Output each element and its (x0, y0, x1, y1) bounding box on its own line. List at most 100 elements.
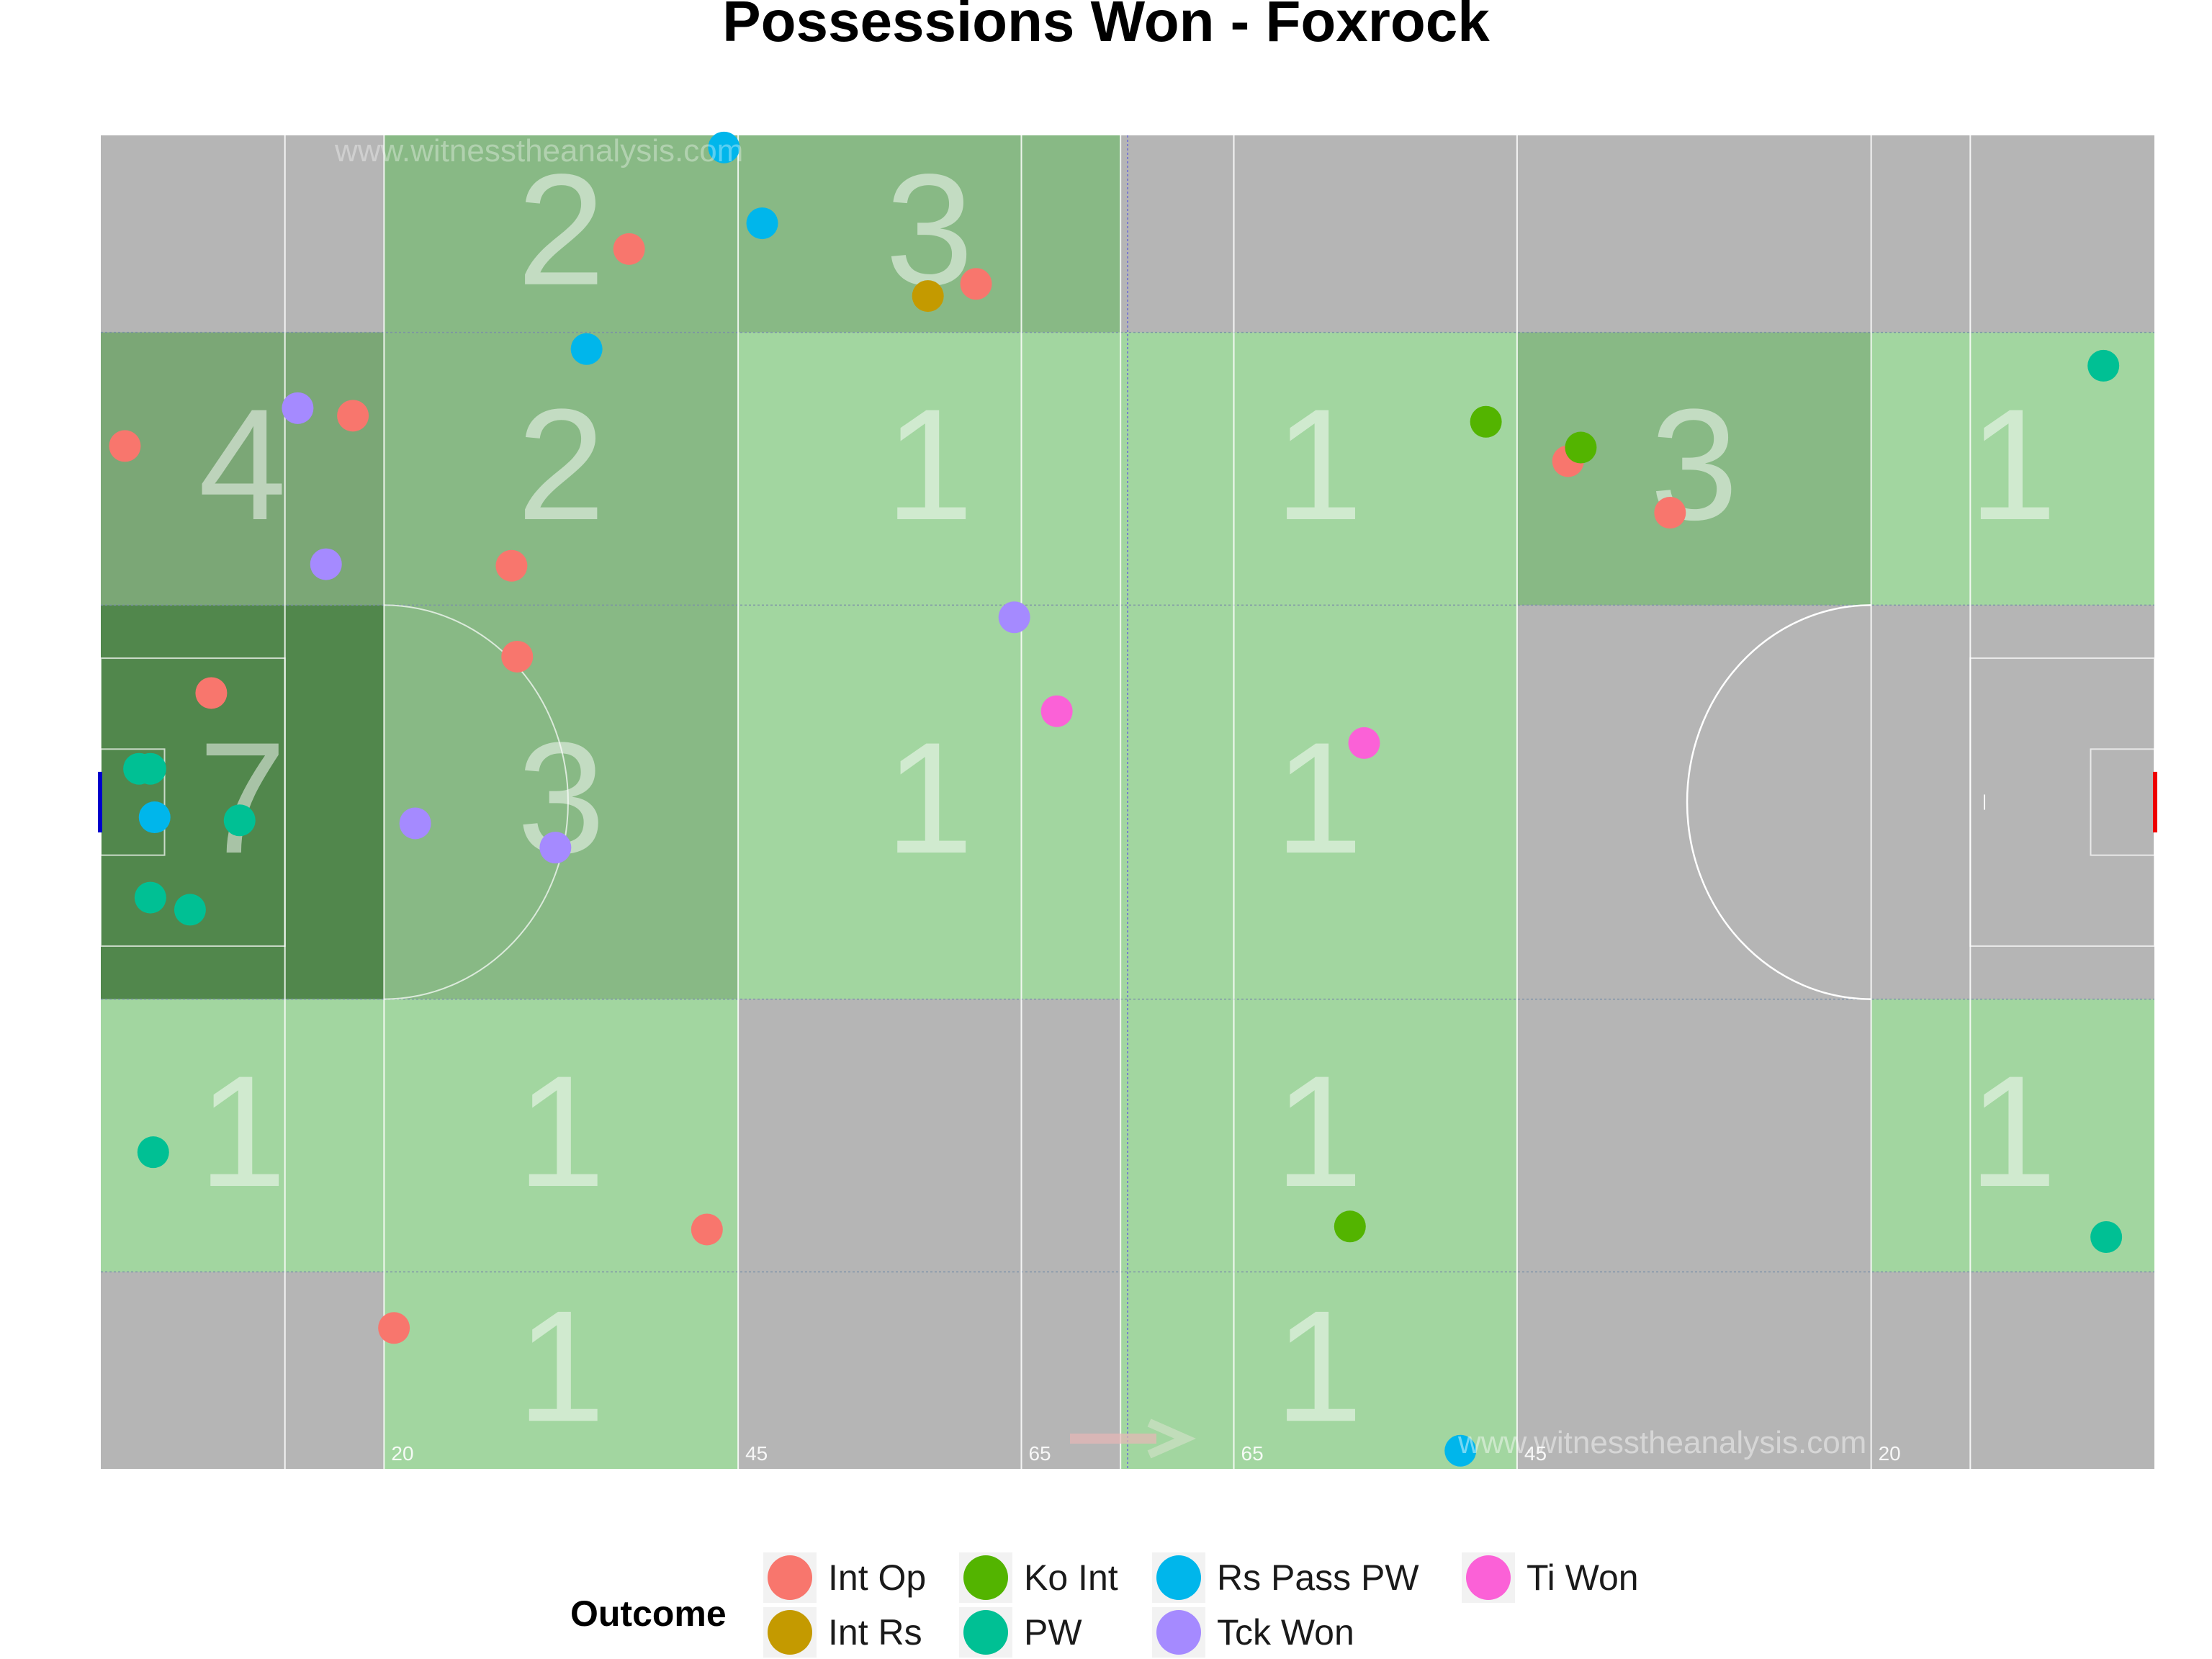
zone-cell (738, 332, 1121, 606)
data-point (746, 207, 778, 240)
zone-count-label: 1 (1969, 1043, 2056, 1220)
legend-label: PW (1024, 1612, 1082, 1653)
data-point (138, 801, 171, 834)
legend-swatch (1156, 1610, 1201, 1655)
legend-label: Rs Pass PW (1217, 1557, 1419, 1598)
goal-left (98, 771, 102, 833)
distance-label: 65 (1028, 1442, 1051, 1465)
zone-cell (101, 999, 385, 1272)
data-point (337, 400, 369, 432)
data-point (1444, 1434, 1477, 1467)
arc-right (1686, 604, 1871, 1000)
direction-arrowhead-icon (1147, 1419, 1196, 1459)
legend-swatch (1156, 1555, 1201, 1600)
legend-key (959, 1552, 1012, 1603)
zone-count-label: 1 (1969, 376, 2056, 553)
zone-cell (384, 332, 739, 606)
data-point (1040, 695, 1073, 727)
data-point (2087, 349, 2120, 382)
data-point (174, 894, 206, 926)
legend-title: Outcome (570, 1593, 727, 1634)
zone-count-label: 7 (199, 709, 287, 886)
zone-cell (101, 605, 385, 999)
data-point (1470, 405, 1502, 438)
data-point (708, 131, 740, 163)
zone-count-label: 4 (199, 376, 287, 553)
zone-count-label: 1 (885, 376, 973, 553)
zone-count-label: 1 (199, 1043, 287, 1220)
legend-key (1152, 1552, 1205, 1603)
zone-count-label: 1 (517, 1277, 605, 1455)
legend-swatch (963, 1555, 1008, 1600)
legend-label: Int Op (828, 1557, 927, 1598)
zone-count-label: 1 (885, 709, 973, 886)
zone-count-label: 2 (517, 376, 605, 553)
zone-count-label: 1 (1274, 1277, 1362, 1455)
legend-key (763, 1552, 817, 1603)
data-point (137, 1136, 169, 1169)
legend-label: Ti Won (1527, 1557, 1639, 1598)
watermark-layer: www.witnesstheanalysis.com www.witnessthe… (334, 133, 1866, 1460)
zone-count-label: 2 (517, 141, 605, 318)
zone-cell (384, 605, 739, 999)
points-layer (109, 131, 2123, 1467)
legend-swatch (768, 1555, 812, 1600)
data-point (495, 549, 528, 582)
data-point (1565, 431, 1597, 464)
zone-cell (738, 605, 1121, 999)
data-point (399, 807, 431, 840)
legend-label: Int Rs (828, 1612, 922, 1653)
data-point (378, 1312, 410, 1344)
data-point (310, 548, 342, 580)
data-point (1348, 727, 1380, 759)
arc-left (384, 604, 569, 1000)
zone-count-label: 1 (1274, 376, 1362, 553)
data-point (1334, 1210, 1366, 1243)
zone-cell (384, 999, 739, 1272)
watermark-text: www.witnesstheanalysis.com (334, 133, 743, 168)
data-point (691, 1213, 723, 1246)
legend-key (1152, 1607, 1205, 1658)
data-point (223, 804, 256, 837)
zone-count-label: 1 (1274, 1043, 1362, 1220)
goal-right (2153, 771, 2157, 833)
data-point (539, 832, 572, 864)
legend-key (959, 1607, 1012, 1658)
distance-label: 65 (1241, 1442, 1264, 1465)
zone-cell (1120, 332, 1517, 606)
data-point (501, 640, 534, 673)
data-point (2090, 1221, 2123, 1254)
data-point (195, 677, 228, 709)
distance-label: 20 (391, 1442, 413, 1465)
distance-label: 20 (1879, 1442, 1901, 1465)
legend-label: Tck Won (1217, 1612, 1354, 1653)
data-point (613, 233, 645, 265)
zone-count-label: 1 (517, 1043, 605, 1220)
data-point (109, 430, 141, 462)
data-point (960, 268, 992, 300)
data-point (570, 333, 603, 365)
zone-cell (1120, 999, 1517, 1272)
zone-cell (384, 1272, 739, 1469)
zone-count-layer: 2 34 2 1 1 3 17 3 1 11 1 1 11 1 (199, 141, 2057, 1455)
data-point (912, 280, 944, 313)
legend-label: Ko Int (1024, 1557, 1118, 1598)
chart-title: Possessions Won - Foxrock (722, 0, 1490, 53)
zone-cell (384, 135, 739, 333)
zone-count-label: 1 (1274, 709, 1362, 886)
data-point (1654, 497, 1686, 529)
data-point (134, 881, 166, 914)
legend: Outcome Int Op Int Rs Ko Int PW Rs Pass PW Tc… (562, 1548, 1714, 1658)
legend-swatch (768, 1610, 812, 1655)
legend-key (763, 1607, 817, 1658)
distance-label: 45 (1524, 1442, 1547, 1465)
pitch-lines-layer: 20 45 65 65 45 20 (98, 135, 2157, 1469)
distance-label: 45 (745, 1442, 768, 1465)
legend-key (1462, 1552, 1515, 1603)
data-point (134, 752, 166, 785)
legend-swatch (1466, 1555, 1511, 1600)
data-point (998, 601, 1030, 634)
zone-cell (1120, 605, 1517, 999)
legend-swatch (963, 1610, 1008, 1655)
